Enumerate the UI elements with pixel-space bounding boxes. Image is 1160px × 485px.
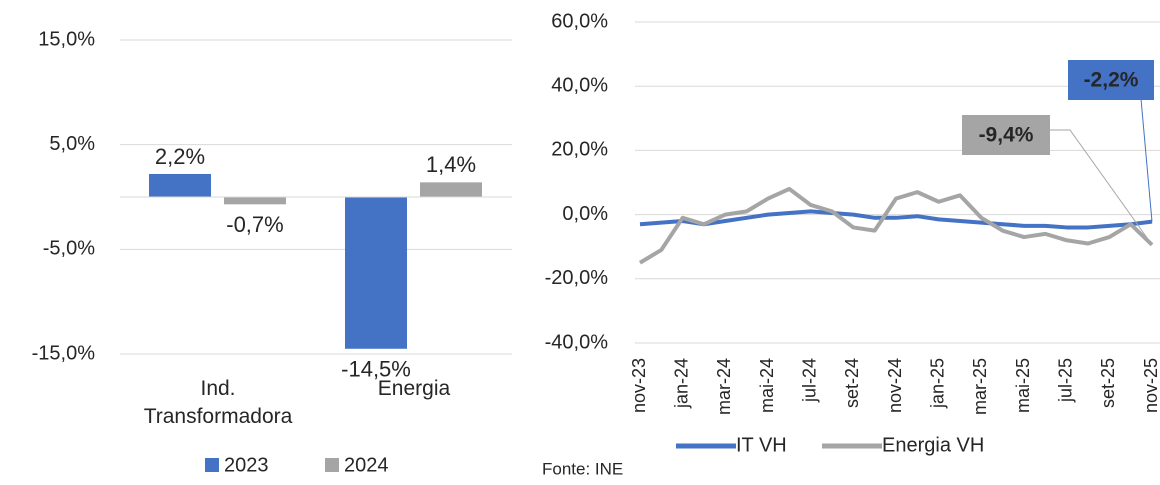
x-tick-label: mai-25 bbox=[1013, 358, 1033, 413]
x-tick-label: Ind. Transformadora bbox=[143, 377, 293, 428]
legend-label: 2023 bbox=[224, 454, 269, 476]
x-tick-label: nov-24 bbox=[885, 358, 905, 413]
legend-label: 2024 bbox=[344, 454, 389, 476]
data-label: -0,7% bbox=[226, 212, 283, 237]
x-tick-label: jan-24 bbox=[671, 358, 691, 409]
y-tick-label: -20,0% bbox=[545, 267, 609, 289]
annotation: -9,4% bbox=[979, 124, 1034, 147]
x-tick-label: set-25 bbox=[1098, 358, 1118, 408]
x-tick-label: set-24 bbox=[842, 358, 862, 408]
y-tick-label: 15,0% bbox=[38, 28, 95, 50]
x-tick-label: jul-24 bbox=[799, 358, 819, 403]
y-tick-label: -5,0% bbox=[43, 238, 95, 260]
line bbox=[639, 209, 1153, 230]
x-tick-label: mar-25 bbox=[970, 358, 990, 415]
legend-swatch bbox=[205, 458, 219, 472]
leader-line bbox=[1140, 99, 1153, 222]
legend-label: IT VH bbox=[736, 434, 787, 456]
x-tick-label: mar-24 bbox=[714, 358, 734, 415]
y-tick-label: -40,0% bbox=[545, 331, 609, 353]
x-tick-label: jul-25 bbox=[1055, 358, 1075, 403]
x-tick-label: nov-25 bbox=[1141, 358, 1160, 413]
y-tick-label: -15,0% bbox=[32, 342, 96, 364]
bar bbox=[420, 182, 482, 197]
y-tick-label: 20,0% bbox=[551, 139, 608, 161]
data-label: -14,5% bbox=[341, 357, 411, 382]
x-tick-label: mai-24 bbox=[757, 358, 777, 413]
y-tick-label: 40,0% bbox=[551, 74, 608, 96]
x-tick-label: jan-25 bbox=[927, 358, 947, 409]
y-tick-label: 5,0% bbox=[49, 133, 95, 155]
legend-label: Energia VH bbox=[882, 434, 984, 456]
bar bbox=[224, 197, 286, 205]
bar bbox=[345, 197, 407, 349]
annotation-box bbox=[1068, 60, 1154, 100]
leader-line bbox=[1050, 129, 1153, 246]
x-tick-label: nov-23 bbox=[629, 358, 649, 413]
y-tick-label: 0,0% bbox=[562, 203, 608, 225]
annotation: -2,2% bbox=[1084, 69, 1139, 92]
y-tick-label: 60,0% bbox=[551, 10, 608, 32]
line bbox=[638, 186, 1154, 265]
legend-swatch bbox=[325, 458, 339, 472]
source: Fonte: INE bbox=[542, 459, 623, 478]
data-label: 1,4% bbox=[426, 152, 476, 177]
annotation-box bbox=[962, 115, 1050, 155]
x-tick-label: Energia bbox=[377, 377, 451, 400]
data-label: 2,2% bbox=[155, 144, 205, 169]
bar bbox=[149, 173, 211, 197]
